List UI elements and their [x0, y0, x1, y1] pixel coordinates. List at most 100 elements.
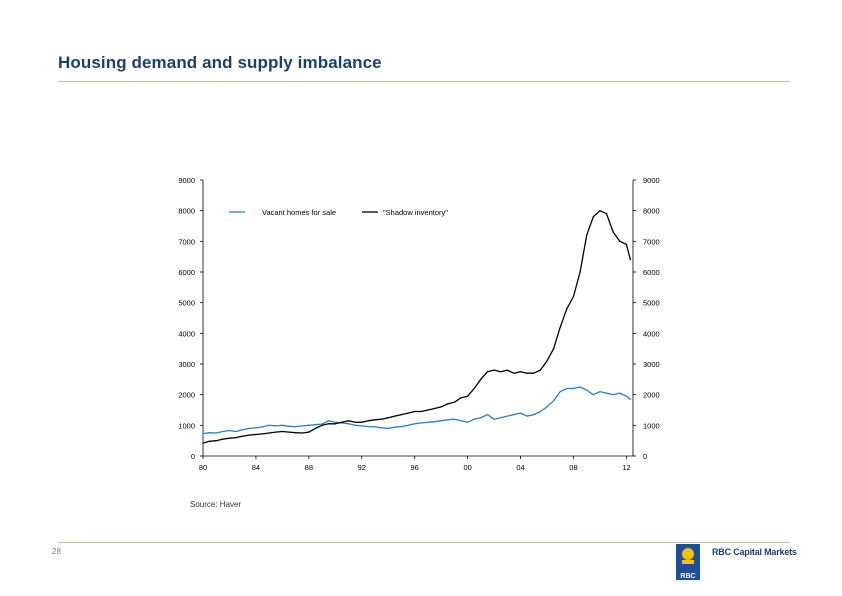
data-point [453, 418, 455, 420]
chart-legend: Vacant homes for sale "Shadow inventory" [229, 208, 448, 217]
chart-series [202, 210, 632, 444]
rbc-shield-icon: RBC [676, 544, 700, 580]
data-point [629, 398, 632, 400]
data-point [572, 387, 575, 390]
x-tick-label: 08 [569, 463, 577, 472]
data-point [407, 412, 409, 414]
y-tick-label-right: 8000 [643, 207, 660, 216]
data-point [500, 417, 502, 419]
data-point [539, 410, 542, 413]
x-tick-label: 04 [516, 463, 524, 472]
data-point [209, 432, 211, 434]
data-point [215, 440, 217, 442]
y-tick-label-left: 8000 [178, 207, 195, 216]
y-tick-label-left: 6000 [178, 268, 195, 277]
data-point [222, 430, 224, 433]
data-point [255, 427, 257, 429]
data-point [599, 210, 601, 212]
source-note: Source: Haver [190, 500, 242, 509]
data-point [433, 421, 436, 423]
data-point [440, 406, 442, 408]
data-point [400, 414, 403, 416]
data-point [420, 422, 422, 424]
y-tick-label-right: 4000 [643, 329, 660, 338]
x-tick-label: 88 [305, 463, 313, 472]
series-vacant-homes [202, 386, 632, 435]
footer-divider [58, 542, 790, 543]
data-point [427, 421, 429, 423]
data-point [407, 424, 409, 426]
data-point [427, 409, 429, 411]
data-point [301, 425, 303, 427]
data-point [559, 391, 561, 393]
y-tick-label-right: 0 [643, 452, 647, 461]
data-point [367, 420, 369, 422]
data-point [592, 394, 594, 396]
data-point [387, 417, 389, 419]
data-point [228, 429, 231, 432]
y-tick-label-left: 7000 [178, 237, 195, 246]
y-tick-label-left: 5000 [178, 299, 195, 308]
data-point [387, 427, 389, 429]
data-point [209, 440, 211, 442]
data-point [202, 433, 204, 435]
data-point [553, 348, 555, 350]
data-point [513, 372, 515, 374]
data-point [493, 418, 495, 420]
data-point [288, 425, 290, 427]
y-tick-label-left: 0 [191, 452, 195, 461]
data-point [374, 419, 376, 421]
data-point [414, 423, 416, 425]
data-point [447, 403, 449, 405]
data-point [288, 431, 290, 433]
data-point [579, 271, 581, 273]
data-point [202, 442, 204, 444]
data-point [625, 243, 628, 245]
data-point [586, 234, 588, 236]
y-tick-label-right: 2000 [643, 391, 660, 400]
y-tick-label-left: 2000 [178, 391, 195, 400]
data-point [519, 371, 522, 373]
y-tick-label-right: 9000 [643, 176, 660, 185]
page-number: 28 [52, 547, 61, 556]
data-point [612, 394, 614, 396]
data-point [314, 427, 317, 429]
data-point [539, 369, 542, 371]
data-point [460, 420, 462, 422]
data-point [367, 426, 369, 428]
data-point [228, 437, 231, 439]
data-point [235, 430, 237, 433]
data-point [533, 414, 535, 416]
data-point [248, 427, 250, 429]
data-point [506, 415, 508, 417]
data-point [341, 421, 343, 423]
data-point [486, 371, 489, 373]
x-tick-label: 92 [358, 463, 366, 472]
data-point [433, 407, 436, 410]
data-point [361, 425, 363, 427]
data-point [533, 372, 535, 374]
data-point [334, 421, 336, 423]
data-point [579, 386, 581, 388]
data-point [619, 392, 621, 394]
y-tick-label-right: 7000 [643, 237, 660, 246]
data-point [347, 420, 350, 422]
data-point [295, 432, 297, 434]
data-point [381, 427, 383, 429]
data-point [546, 406, 548, 408]
data-point [625, 395, 628, 397]
y-tick-label-right: 6000 [643, 268, 660, 277]
data-point [566, 387, 568, 390]
vacant-homes-line [202, 386, 631, 435]
data-point [440, 420, 442, 422]
data-point [513, 414, 515, 416]
data-point [321, 424, 323, 426]
data-point [480, 417, 482, 419]
data-point [347, 423, 350, 425]
data-point [361, 421, 363, 423]
title-divider [58, 81, 790, 82]
data-point [480, 378, 482, 380]
data-point [281, 424, 283, 426]
